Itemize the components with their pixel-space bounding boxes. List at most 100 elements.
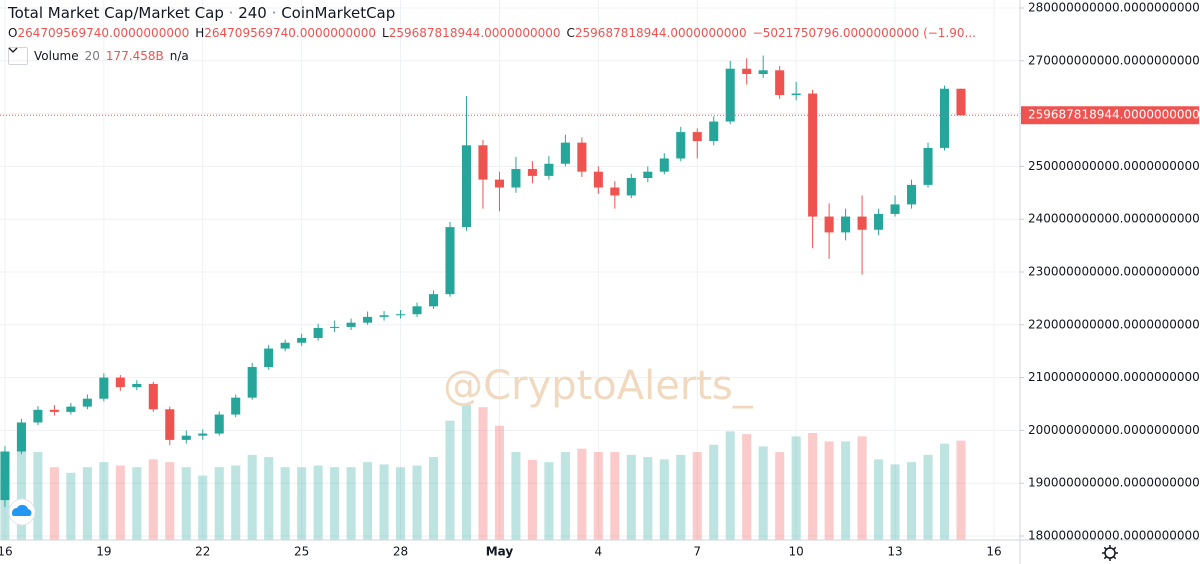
candle-body — [82, 398, 92, 407]
y-tick-label: 200000000000.0000000000 — [1028, 423, 1200, 437]
candle-body — [198, 433, 208, 436]
candle-body — [824, 216, 834, 233]
candle-body — [544, 163, 554, 176]
volume-bar — [231, 465, 241, 540]
volume-bar — [626, 454, 636, 540]
volume-bar — [791, 436, 801, 540]
candle-body — [247, 367, 257, 398]
candle-body — [857, 216, 867, 230]
volume-bar — [725, 431, 735, 540]
candle-body — [412, 306, 422, 315]
volume-bar — [313, 465, 323, 540]
x-tick-label: 28 — [393, 545, 408, 559]
volume-bar — [824, 441, 834, 540]
candle-body — [511, 169, 521, 188]
candle-body — [890, 204, 900, 214]
candle-body — [428, 294, 439, 307]
data-source: CoinMarketCap — [281, 4, 396, 22]
candle-body — [841, 216, 851, 233]
candle-body — [478, 145, 488, 180]
volume-bar — [346, 467, 356, 540]
volume-bar — [132, 467, 142, 540]
candle-body — [560, 142, 570, 164]
change-value: −5021750796.0000000000 (−1.90... — [752, 26, 976, 40]
candle-body — [297, 337, 307, 343]
volume-last: 177.458B — [105, 49, 164, 63]
last-price-label: 259687818944.0000000000 — [1028, 108, 1200, 122]
volume-bar — [148, 459, 158, 540]
candle-body — [956, 88, 966, 116]
y-tick-label: 240000000000.0000000000 — [1028, 212, 1200, 226]
ohlc-value: 259687818944.0000000000 — [388, 26, 561, 40]
volume-bar — [33, 452, 43, 540]
symbol-title: Total Market Cap/Market Cap — [8, 4, 224, 22]
candle-body — [676, 132, 686, 159]
candle-body — [280, 342, 290, 349]
y-tick-label: 210000000000.0000000000 — [1028, 370, 1200, 384]
volume-bar — [264, 457, 274, 540]
volume-bar — [16, 449, 26, 540]
candle-body — [725, 68, 735, 122]
candle-body — [346, 322, 356, 327]
ohlc-key: O — [8, 26, 18, 40]
x-tick-label: 7 — [693, 545, 701, 559]
volume-bar — [907, 462, 917, 540]
candle-body — [49, 409, 59, 412]
candle-body — [396, 314, 406, 316]
candle-body — [264, 348, 274, 368]
collapse-button[interactable] — [8, 47, 28, 65]
x-tick-label: 4 — [595, 545, 603, 559]
volume-name: Volume — [34, 49, 79, 63]
interval: 240 — [238, 4, 267, 22]
x-tick-label: 10 — [789, 545, 804, 559]
y-tick-label: 180000000000.0000000000 — [1028, 528, 1200, 542]
candle-body — [527, 169, 537, 176]
candle-body — [907, 184, 917, 205]
candle-body — [791, 93, 801, 96]
volume-bar — [758, 446, 768, 540]
candle-body — [923, 147, 933, 185]
volume-bar — [841, 441, 851, 540]
y-tick-label: 270000000000.0000000000 — [1028, 53, 1200, 67]
volume-bar — [49, 467, 59, 540]
candle-body — [231, 397, 241, 415]
candle-body — [148, 383, 158, 410]
candle-body — [16, 422, 26, 452]
grid — [0, 0, 1020, 540]
volume-length: 20 — [84, 49, 100, 63]
candle-body — [692, 132, 702, 142]
volume-bar — [857, 436, 867, 540]
candle-body — [33, 409, 43, 423]
volume-bar — [956, 440, 966, 540]
logo-badge[interactable] — [8, 498, 36, 526]
volume-bar — [494, 425, 504, 540]
volume-bar — [379, 464, 389, 540]
candle-body — [214, 414, 224, 434]
settings-icon[interactable] — [1102, 545, 1118, 561]
candle-body — [461, 145, 472, 228]
candle-body — [494, 179, 504, 188]
candle-body — [363, 316, 373, 323]
volume-bar — [99, 462, 109, 540]
candle-body — [939, 88, 950, 148]
volume-bar — [181, 467, 191, 540]
price-axis-bg — [1020, 0, 1200, 564]
header-title: Total Market Cap/Market Cap · 240 · Coin… — [8, 4, 396, 22]
candle-body — [643, 171, 653, 179]
candle-body — [775, 70, 785, 96]
volume-bar — [247, 454, 257, 540]
volume-bar — [0, 477, 10, 540]
candle-body — [742, 68, 752, 74]
ohlc-key: L — [382, 26, 389, 40]
x-tick-label: May — [486, 545, 514, 559]
volume-bar — [676, 454, 686, 540]
last-price-box — [1021, 106, 1199, 125]
x-tick-label: 22 — [195, 545, 210, 559]
volume-ma: n/a — [169, 49, 189, 63]
volume-bar — [775, 452, 785, 540]
volume-bar — [461, 405, 472, 540]
candle-body — [445, 227, 455, 295]
candle-body — [379, 315, 389, 317]
watermark: @CryptoAlerts_ — [443, 363, 754, 409]
